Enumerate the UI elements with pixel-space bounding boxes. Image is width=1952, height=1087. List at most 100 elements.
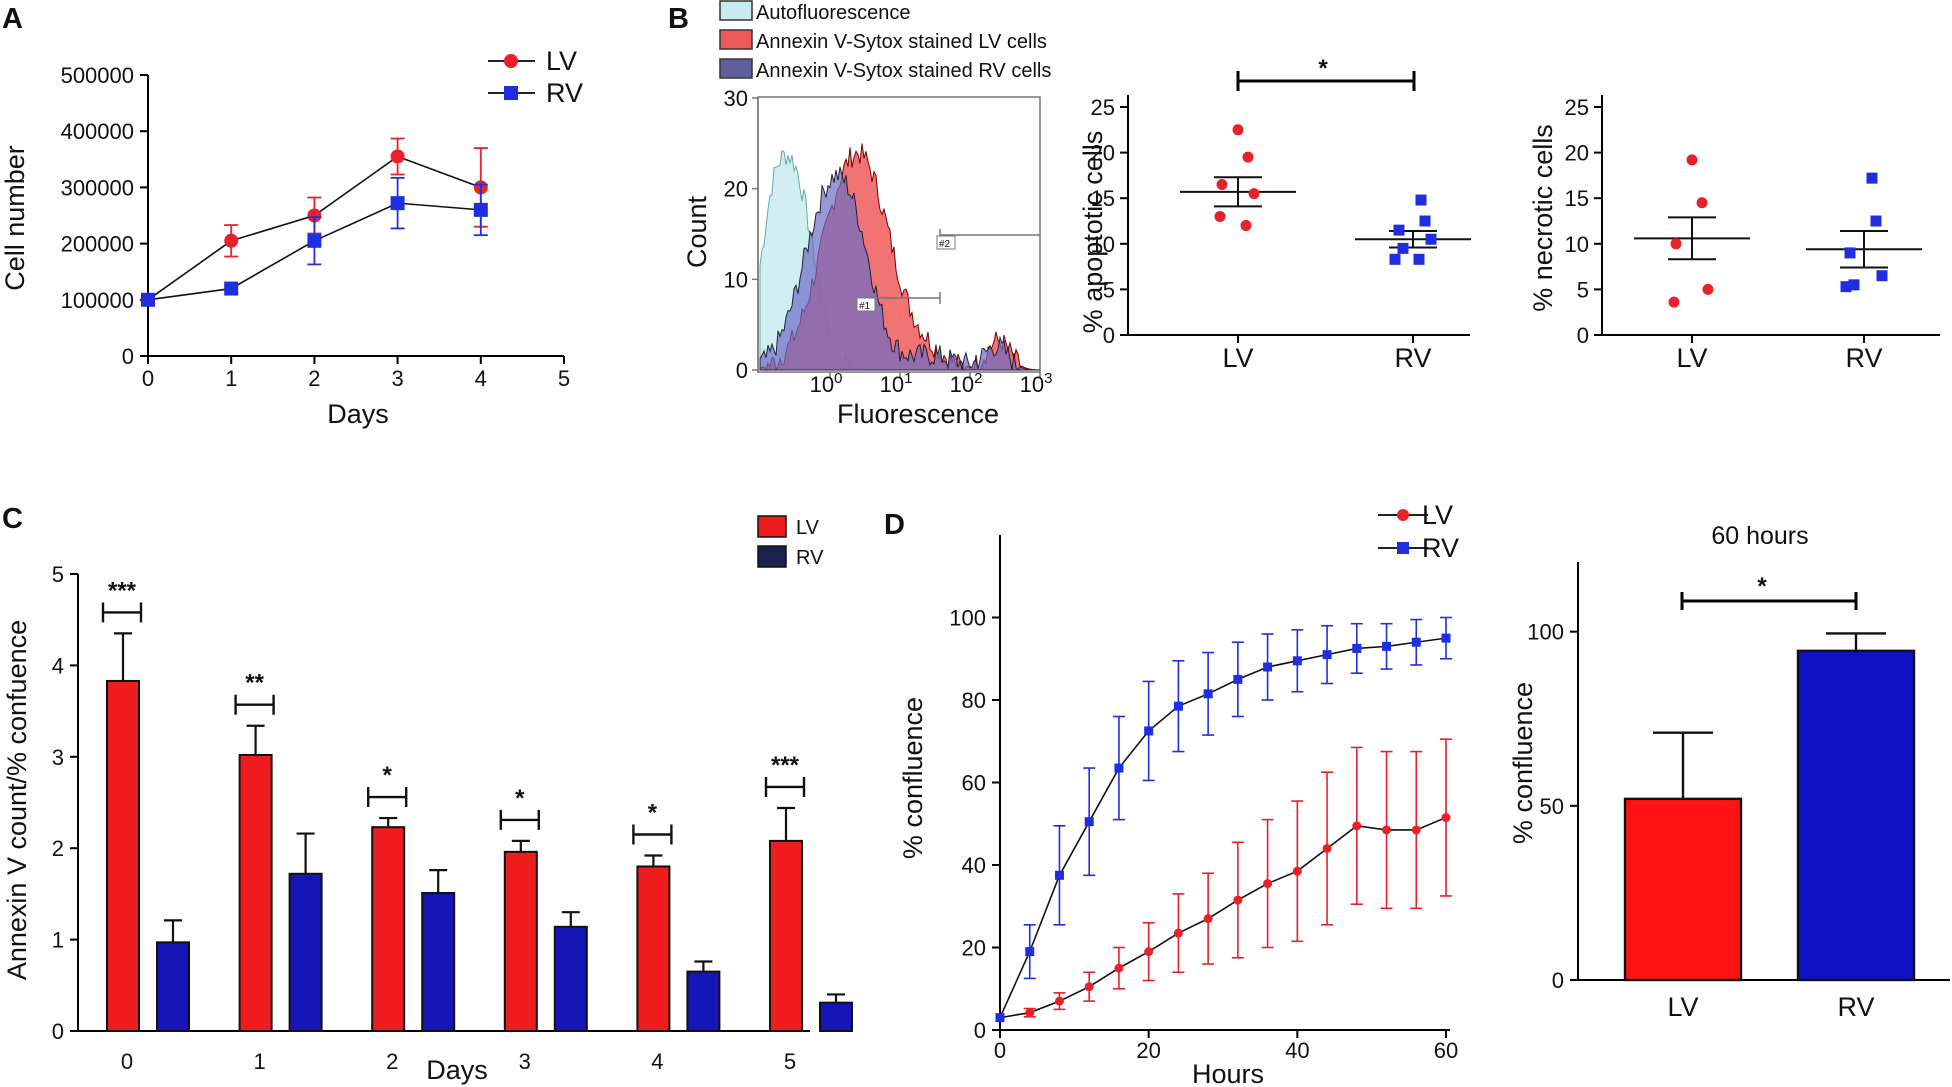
b-hist-x-tick-exponent: 0	[834, 370, 842, 387]
c-legend-rv-swatch	[757, 545, 787, 568]
a-x-tick-label: 5	[558, 366, 570, 391]
a-x-tick-label: 2	[308, 366, 320, 391]
c-lv-bar	[106, 679, 140, 1032]
d-legend-lv-marker	[1397, 509, 1409, 521]
d-bar-x-tick-label: RV	[1837, 992, 1874, 1022]
d-rv-point	[1203, 689, 1213, 699]
d-x-tick-label: 40	[1285, 1038, 1309, 1063]
panel-b-necrotic: 0 5 10 15 20 25 LV RV % necrotic cells	[1528, 95, 1940, 373]
a-lv-point	[224, 233, 239, 248]
c-lv-bar	[636, 865, 671, 1032]
c-significance-label: **	[245, 670, 264, 697]
d-lv-point	[1292, 866, 1302, 876]
a-x-tick-label: 1	[225, 366, 237, 391]
a-rv-point	[473, 202, 488, 217]
b-apop-x-tick-label: RV	[1394, 343, 1431, 373]
d-lv-point	[1025, 1008, 1035, 1018]
d-lv-point	[1084, 982, 1094, 992]
d-rv-point	[1144, 726, 1154, 736]
c-y-tick-label: 3	[52, 745, 64, 770]
panel-b-label: B	[668, 3, 689, 35]
b-legend-lv-label: Annexin V-Sytox stained LV cells	[756, 31, 1047, 53]
a-y-tick-label: 400000	[61, 119, 134, 144]
b-hist-x-tick-exponent: 1	[904, 370, 912, 387]
d-legend-rv-marker	[1397, 542, 1409, 554]
c-rv-bar	[819, 1001, 853, 1033]
d-rv-point	[1054, 870, 1064, 880]
panel-c-label: C	[2, 503, 23, 535]
c-y-tick-label: 4	[52, 653, 64, 678]
b-hist-x-axis-label: Fluorescence	[837, 399, 999, 429]
b-hist-y-tick-label: 30	[724, 86, 748, 111]
a-x-axis-label: Days	[327, 399, 389, 429]
d-bar-y-tick-label: 50	[1540, 794, 1564, 819]
b-hist-legend: Autofluorescence Annexin V-Sytox stained…	[719, 0, 1051, 82]
d-bar-rv-bar	[1796, 649, 1916, 982]
b-hist-x-tick-label: 101	[880, 370, 913, 397]
b-apop-lv-point	[1214, 210, 1226, 222]
c-x-tick-label: 5	[784, 1049, 796, 1074]
a-legend-rv-label: RV	[546, 78, 583, 108]
a-rv-point	[307, 233, 322, 248]
c-legend-lv-swatch	[757, 515, 787, 538]
d-bar-y-axis-label: % confluence	[1508, 682, 1538, 844]
b-hist-x-tick-exponent: 2	[974, 370, 982, 387]
b-necro-lv-point	[1696, 197, 1708, 209]
d-rv-point	[1441, 633, 1451, 643]
b-gate-1-label: #1	[859, 301, 871, 312]
c-x-tick-label: 2	[386, 1049, 398, 1074]
c-rv-bar	[288, 872, 323, 1032]
b-legend-rv-label: Annexin V-Sytox stained RV cells	[756, 60, 1051, 82]
panel-d-bar: 60 hours 0 50 100 LV RV % confluence *	[1508, 522, 1950, 1022]
d-lv-point	[1263, 879, 1273, 889]
a-rv-point	[224, 281, 239, 296]
d-legend: LV RV	[1378, 500, 1459, 563]
c-significance-label: *	[515, 785, 525, 812]
c-significance-label: ***	[771, 752, 800, 779]
d-rv-line	[999, 637, 1447, 1018]
d-rv-point	[1322, 650, 1332, 660]
b-hist-curves	[759, 143, 1041, 372]
c-significance-label: *	[383, 762, 393, 789]
b-hist-y-tick-label: 0	[736, 358, 748, 383]
b-apop-y-tick-label: 5	[1103, 277, 1115, 302]
b-hist-x-tick-label: 100	[810, 370, 843, 397]
d-lv-point	[1322, 844, 1332, 853]
d-legend-rv-label: RV	[1422, 533, 1459, 563]
b-apop-lv-point	[1216, 179, 1228, 191]
b-necro-y-tick-label: 10	[1565, 232, 1589, 257]
c-legend-lv-label: LV	[796, 517, 820, 539]
b-legend-auto-label: Autofluorescence	[756, 2, 911, 24]
b-necro-lv-point	[1668, 296, 1680, 308]
a-y-tick-label: 100000	[61, 288, 134, 313]
d-bar-lv-bar	[1623, 797, 1743, 982]
a-y-tick-label: 300000	[61, 175, 134, 200]
c-legend-rv-label: RV	[796, 547, 824, 569]
a-y-tick-label: 500000	[61, 63, 134, 88]
panel-a-label: A	[2, 3, 23, 35]
c-rv-bar	[421, 891, 456, 1033]
d-bar-y-tick-label: 0	[1552, 968, 1564, 993]
c-lv-bar	[371, 826, 406, 1032]
b-gate-1: #1	[856, 292, 941, 312]
b-apop-y-tick-label: 15	[1091, 186, 1115, 211]
b-apop-rv-point	[1397, 242, 1409, 254]
c-x-axis-label: Days	[426, 1055, 488, 1085]
b-apop-y-axis-label: % apoptotic cells	[1078, 131, 1108, 334]
d-lv-point	[1233, 895, 1243, 905]
d-rv-point	[1292, 656, 1302, 666]
a-legend: LV RV	[488, 46, 583, 108]
d-rv-point	[1382, 641, 1392, 651]
panel-b-apoptotic: 0 5 10 15 20 25 LV RV % apoptotic cells *	[1078, 55, 1471, 373]
a-x-tick-label: 4	[475, 366, 487, 391]
b-apop-rv-point	[1419, 215, 1431, 227]
d-rv-point	[1025, 947, 1035, 957]
b-apop-rv-point	[1415, 194, 1427, 206]
d-bar-sig-label: *	[1757, 573, 1767, 600]
b-necro-y-tick-label: 25	[1565, 95, 1589, 120]
b-necro-y-axis-label: % necrotic cells	[1528, 124, 1558, 312]
b-necro-rv-point	[1848, 279, 1860, 291]
b-necro-x-tick-label: LV	[1676, 343, 1707, 373]
b-necro-y-tick-label: 5	[1577, 277, 1589, 302]
d-rv-point	[1233, 674, 1243, 684]
